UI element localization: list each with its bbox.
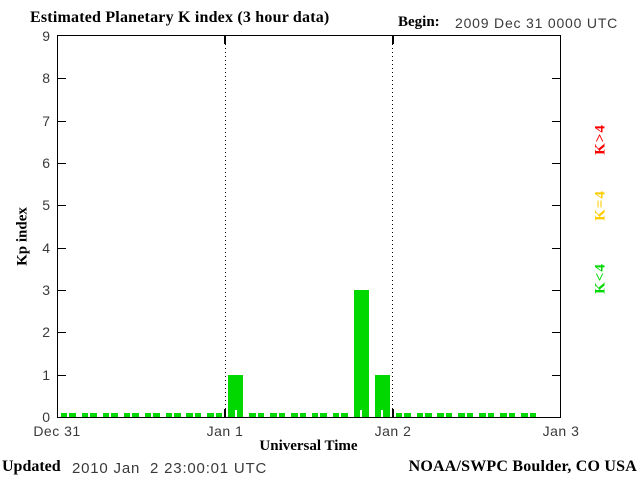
y-tick-right	[552, 120, 560, 122]
y-tick-label-4: 4	[42, 239, 50, 256]
kp-bar-17	[416, 413, 432, 417]
day-gridline	[224, 36, 226, 417]
kp-bar-22	[521, 413, 537, 417]
kp-bar-7	[207, 413, 223, 417]
kp-bar-19	[458, 413, 474, 417]
kp-bar-12	[311, 413, 327, 417]
updated-timestamp: 2010 Jan 2 23:00:01 UTC	[72, 460, 268, 477]
bar-center-notch	[234, 410, 237, 417]
updated-label: Updated	[2, 458, 61, 475]
x-axis-title: Universal Time	[259, 438, 358, 454]
y-tick-left	[58, 290, 66, 291]
bar-center-notch	[109, 413, 112, 417]
bar-center-notch	[506, 413, 509, 417]
y-tick-left	[58, 163, 66, 164]
begin-value: 2009 Dec 31 0000 UTC	[455, 15, 619, 31]
x-day-tick-top	[391, 36, 394, 44]
bar-center-notch	[88, 413, 91, 417]
bar-center-notch	[485, 413, 488, 417]
kp-bar-14	[353, 290, 369, 417]
kp-bar-13	[332, 413, 348, 417]
y-tick-left	[58, 247, 66, 249]
y-tick-left	[58, 332, 66, 334]
y-tick-label-8: 8	[42, 70, 50, 87]
kp-bar-0	[60, 413, 76, 417]
bar-center-notch	[527, 413, 530, 417]
x-tick-label-1: Jan 1	[206, 423, 244, 439]
y-tick-left	[58, 78, 66, 80]
kp-bar-15	[374, 374, 390, 417]
bar-center-notch	[255, 413, 258, 417]
y-tick-right	[552, 247, 560, 249]
y-tick-label-9: 9	[42, 28, 50, 44]
y-tick-right	[552, 290, 560, 291]
kp-bar-6	[186, 413, 202, 417]
x-tick-label-3: Jan 3	[542, 423, 580, 439]
bar-center-notch	[67, 413, 70, 417]
y-tick-label-5: 5	[42, 197, 50, 214]
bar-center-notch	[297, 413, 300, 417]
y-tick-left	[58, 205, 66, 207]
bar-center-notch	[402, 413, 405, 417]
kp-bar-3	[123, 413, 139, 417]
chart-title: Estimated Planetary K index (3 hour data…	[30, 9, 330, 26]
bar-center-notch	[276, 413, 279, 417]
kp-bar-11	[291, 413, 307, 417]
y-tick-right	[552, 78, 560, 80]
legend-k-gt-4: K>4	[592, 124, 609, 155]
y-tick-label-1: 1	[42, 366, 50, 383]
kp-bar-4	[144, 413, 160, 417]
bar-center-notch	[381, 410, 384, 417]
kp-bar-5	[165, 413, 181, 417]
kp-bar-10	[270, 413, 286, 417]
y-tick-label-2: 2	[42, 324, 50, 341]
kp-bar-20	[479, 413, 495, 417]
kp-bar-21	[500, 413, 516, 417]
bar-center-notch	[423, 413, 426, 417]
bar-center-notch	[151, 413, 154, 417]
bar-center-notch	[443, 413, 446, 417]
bar-center-notch	[339, 413, 342, 417]
bar-center-notch	[464, 413, 467, 417]
legend-k-lt-4: K<4	[592, 263, 609, 294]
y-tick-right	[552, 332, 560, 334]
kp-bar-16	[395, 413, 411, 417]
kp-bar-8	[228, 374, 244, 417]
bar-center-notch	[130, 413, 133, 417]
kp-bar-1	[81, 413, 97, 417]
bar-center-notch	[192, 413, 195, 417]
day-gridline	[392, 36, 394, 417]
y-tick-right	[552, 163, 560, 164]
x-tick-label-0: Dec 31	[33, 423, 81, 439]
y-tick-right	[552, 205, 560, 207]
legend-k-eq-4: K=4	[592, 190, 609, 221]
y-tick-label-6: 6	[42, 155, 50, 171]
begin-label: Begin:	[398, 14, 440, 30]
bar-center-notch	[360, 410, 363, 417]
y-tick-label-7: 7	[42, 112, 50, 129]
plot-area	[57, 35, 561, 418]
bar-center-notch	[213, 413, 216, 417]
x-day-tick-bottom	[391, 409, 394, 417]
x-day-tick-top	[224, 36, 227, 44]
y-tick-right	[552, 374, 560, 376]
y-tick-label-3: 3	[42, 282, 50, 298]
kp-bar-9	[249, 413, 265, 417]
y-tick-left	[58, 120, 66, 122]
credit-text: NOAA/SWPC Boulder, CO USA	[408, 458, 637, 475]
x-tick-label-2: Jan 2	[374, 423, 412, 439]
bar-center-notch	[172, 413, 175, 417]
bar-center-notch	[318, 413, 321, 417]
kp-bar-2	[102, 413, 118, 417]
y-tick-left	[58, 374, 66, 376]
y-tick-label-0: 0	[42, 409, 50, 425]
x-day-tick-bottom	[224, 409, 227, 417]
kp-bar-18	[437, 413, 453, 417]
